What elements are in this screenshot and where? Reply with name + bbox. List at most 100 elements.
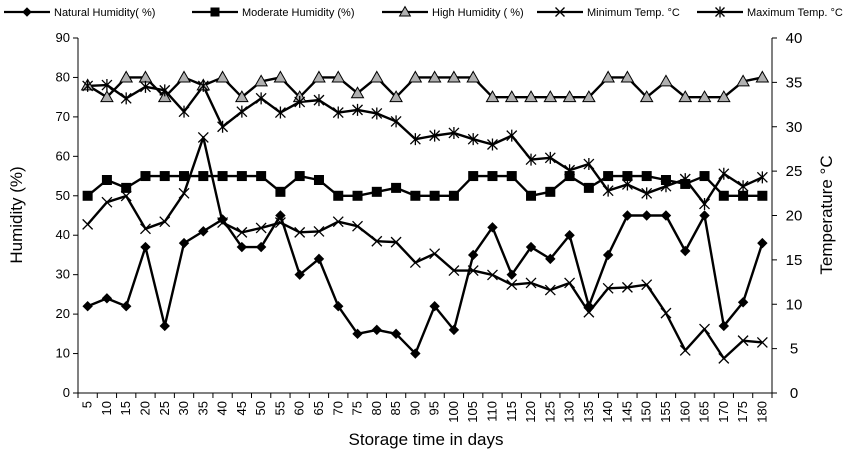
data-point bbox=[504, 90, 519, 103]
data-point bbox=[198, 171, 209, 182]
x-tick-label: 165 bbox=[697, 401, 712, 423]
y-left-tick-label: 40 bbox=[56, 227, 70, 242]
x-tick-label: 50 bbox=[253, 401, 268, 415]
data-point bbox=[525, 277, 537, 289]
data-point bbox=[718, 167, 730, 180]
data-point bbox=[352, 190, 363, 201]
data-point bbox=[275, 186, 286, 197]
series-markers-1 bbox=[82, 171, 768, 201]
data-point bbox=[429, 301, 440, 312]
data-point bbox=[525, 153, 537, 166]
data-point bbox=[350, 86, 365, 99]
data-point bbox=[543, 90, 558, 103]
data-point bbox=[371, 235, 383, 247]
data-point bbox=[120, 92, 132, 105]
data-point bbox=[313, 253, 325, 265]
data-point bbox=[390, 328, 402, 340]
x-tick-label: 145 bbox=[619, 401, 634, 423]
data-point bbox=[736, 74, 750, 87]
data-point bbox=[217, 171, 228, 182]
data-point bbox=[487, 138, 498, 151]
data-point bbox=[390, 236, 402, 248]
data-point bbox=[562, 90, 577, 103]
data-point bbox=[622, 171, 633, 182]
data-point bbox=[756, 171, 768, 184]
data-point bbox=[602, 184, 614, 197]
x-tick-label: 115 bbox=[504, 401, 519, 422]
x-tick-label: 90 bbox=[407, 401, 422, 415]
data-point bbox=[312, 70, 326, 83]
data-point bbox=[333, 190, 344, 201]
data-point bbox=[757, 190, 768, 201]
data-point bbox=[487, 171, 498, 182]
data-point bbox=[255, 92, 267, 105]
data-point bbox=[429, 190, 440, 201]
data-point bbox=[718, 190, 729, 201]
legend-marker bbox=[715, 6, 725, 18]
data-point bbox=[391, 182, 402, 193]
data-point bbox=[525, 241, 537, 253]
x-tick-label: 180 bbox=[754, 401, 769, 423]
y-axis-right-title: Temperature °C bbox=[817, 155, 836, 274]
data-point bbox=[371, 324, 383, 336]
x-tick-label: 110 bbox=[484, 401, 499, 422]
data-point bbox=[120, 301, 132, 312]
data-point bbox=[159, 320, 170, 332]
data-point bbox=[254, 74, 269, 87]
data-point bbox=[333, 301, 344, 312]
y-right-tick-label: 30 bbox=[786, 119, 803, 136]
y-left-tick-label: 20 bbox=[56, 306, 70, 321]
data-point bbox=[371, 186, 382, 197]
data-point bbox=[178, 237, 190, 249]
data-point bbox=[352, 220, 363, 232]
y-right-tick-label: 35 bbox=[786, 74, 803, 91]
data-point bbox=[564, 164, 576, 177]
y-right-tick-label: 20 bbox=[786, 208, 803, 225]
data-point bbox=[603, 171, 614, 182]
data-point bbox=[660, 175, 671, 185]
data-point bbox=[757, 237, 768, 249]
data-point bbox=[313, 175, 324, 185]
data-point bbox=[679, 173, 691, 186]
data-point bbox=[157, 90, 172, 103]
legend-item-3: Minimum Temp. °C bbox=[537, 7, 680, 19]
data-point bbox=[467, 249, 479, 261]
data-point bbox=[448, 126, 460, 139]
x-tick-label: 120 bbox=[523, 401, 538, 423]
x-tick-label: 160 bbox=[677, 401, 692, 423]
data-point bbox=[659, 74, 673, 87]
data-point bbox=[756, 336, 768, 348]
legend-label: Minimum Temp. °C bbox=[587, 7, 680, 19]
y-right-tick-label: 15 bbox=[786, 252, 803, 269]
legend-marker bbox=[22, 7, 32, 17]
legend-marker bbox=[398, 5, 412, 17]
data-point bbox=[390, 115, 402, 128]
y-left-tick-label: 80 bbox=[56, 69, 70, 84]
data-point bbox=[119, 70, 134, 83]
data-point bbox=[601, 70, 616, 83]
data-point bbox=[274, 106, 286, 119]
data-point bbox=[178, 105, 190, 118]
data-point bbox=[217, 120, 229, 133]
data-point bbox=[699, 210, 710, 221]
x-tick-label: 25 bbox=[157, 401, 172, 415]
data-point bbox=[101, 293, 113, 304]
x-tick-label: 150 bbox=[639, 401, 654, 423]
data-point bbox=[620, 70, 635, 83]
data-point bbox=[101, 79, 113, 92]
data-point bbox=[236, 226, 248, 238]
data-point bbox=[215, 70, 230, 83]
y-left-tick-label: 30 bbox=[56, 267, 70, 282]
data-point bbox=[82, 79, 94, 92]
data-point bbox=[487, 269, 498, 281]
data-point bbox=[197, 131, 209, 143]
data-point bbox=[408, 70, 423, 83]
data-point bbox=[294, 226, 306, 238]
data-point bbox=[564, 230, 575, 241]
legend-marker bbox=[555, 7, 565, 17]
y-left-tick-label: 50 bbox=[56, 188, 70, 203]
data-point bbox=[427, 70, 442, 83]
y-left-tick-label: 60 bbox=[56, 148, 70, 163]
data-point bbox=[294, 269, 305, 280]
